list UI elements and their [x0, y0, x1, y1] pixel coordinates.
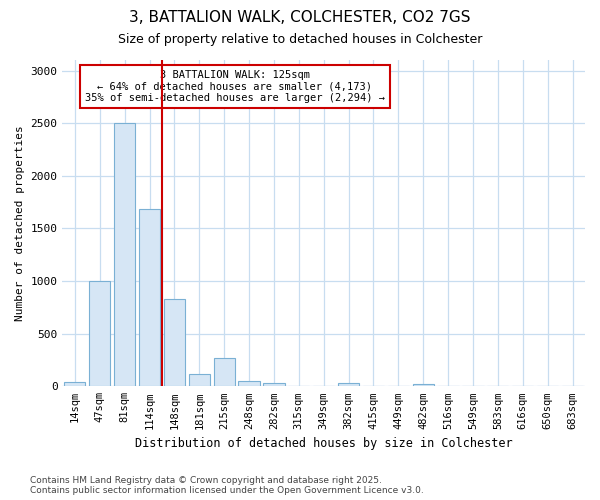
Bar: [64, 382, 85, 386]
Text: 3, BATTALION WALK, COLCHESTER, CO2 7GS: 3, BATTALION WALK, COLCHESTER, CO2 7GS: [129, 10, 471, 25]
Text: 3 BATTALION WALK: 125sqm
← 64% of detached houses are smaller (4,173)
35% of sem: 3 BATTALION WALK: 125sqm ← 64% of detach…: [85, 70, 385, 103]
Bar: [263, 383, 284, 386]
Bar: [214, 358, 235, 386]
Bar: [338, 384, 359, 386]
X-axis label: Distribution of detached houses by size in Colchester: Distribution of detached houses by size …: [135, 437, 512, 450]
Bar: [139, 210, 160, 386]
Bar: [238, 380, 260, 386]
Text: Size of property relative to detached houses in Colchester: Size of property relative to detached ho…: [118, 32, 482, 46]
Bar: [413, 384, 434, 386]
Bar: [89, 281, 110, 386]
Bar: [164, 299, 185, 386]
Bar: [114, 123, 135, 386]
Y-axis label: Number of detached properties: Number of detached properties: [15, 126, 25, 321]
Bar: [189, 374, 210, 386]
Text: Contains HM Land Registry data © Crown copyright and database right 2025.
Contai: Contains HM Land Registry data © Crown c…: [30, 476, 424, 495]
